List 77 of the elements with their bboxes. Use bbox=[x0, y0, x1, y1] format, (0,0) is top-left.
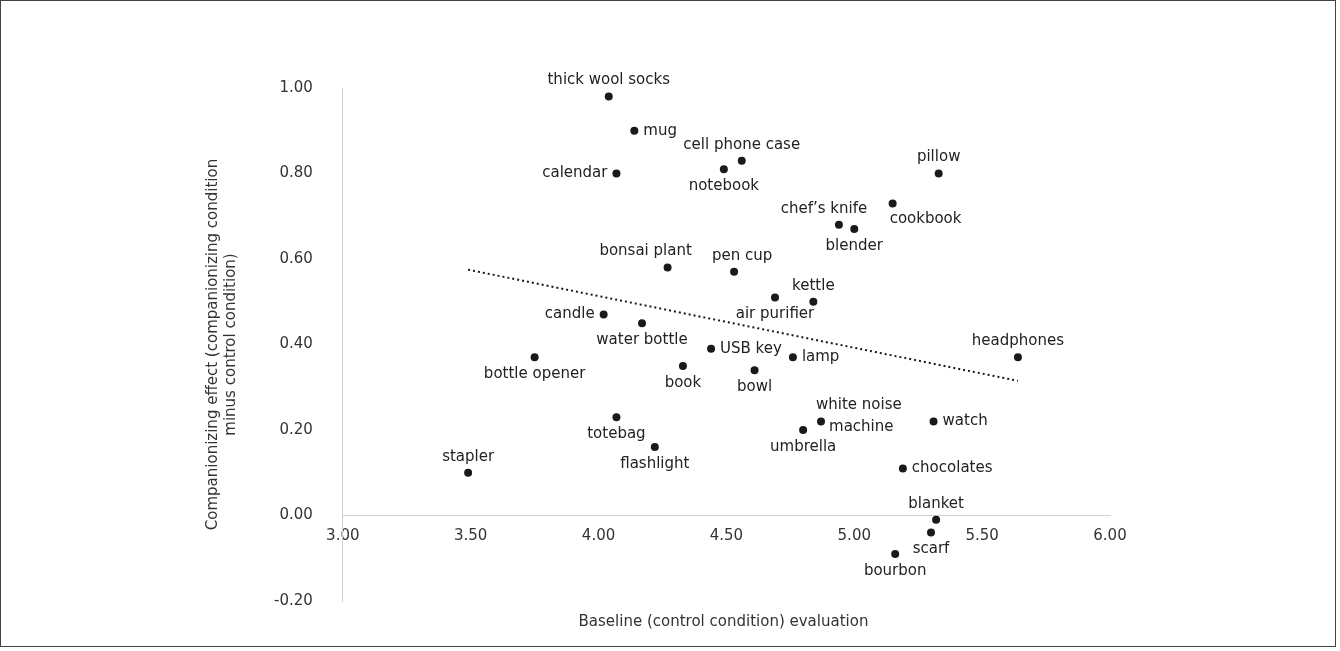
x-tick-label: 5.00 bbox=[837, 526, 871, 545]
point bbox=[891, 549, 900, 558]
point bbox=[612, 413, 621, 422]
x-tick-label: 5.50 bbox=[965, 526, 999, 545]
x-tick-label: 3.50 bbox=[453, 526, 488, 545]
y-tick-label: 0.60 bbox=[279, 248, 313, 267]
annotation: calendar bbox=[542, 163, 609, 182]
point bbox=[464, 468, 473, 477]
y-tick-label: 0.20 bbox=[279, 419, 313, 438]
annotation: air purifier bbox=[735, 304, 816, 323]
x-tick-label: 4.50 bbox=[709, 526, 744, 545]
annotation: cookbook bbox=[889, 209, 962, 228]
annotation: watch bbox=[942, 411, 988, 430]
point bbox=[1013, 353, 1022, 362]
annotation: totebag bbox=[587, 424, 646, 443]
annotation: bourbon bbox=[863, 560, 927, 579]
point bbox=[926, 528, 935, 537]
annotation: lamp bbox=[801, 347, 840, 366]
point bbox=[719, 165, 728, 174]
y-tick-label: 0.00 bbox=[279, 505, 313, 524]
point bbox=[888, 199, 897, 208]
x-axis-title: Baseline (control condition) evaluation bbox=[577, 612, 870, 630]
annotation: pen cup bbox=[711, 245, 773, 264]
point bbox=[650, 443, 659, 452]
y-tick-label: 1.00 bbox=[279, 77, 313, 96]
point bbox=[809, 297, 818, 306]
point bbox=[663, 263, 672, 272]
annotation: blender bbox=[825, 235, 884, 254]
point bbox=[850, 225, 859, 234]
annotation: chocolates bbox=[911, 458, 993, 477]
annotation: chef’s knife bbox=[780, 198, 868, 217]
annotation: bowl bbox=[736, 377, 773, 396]
point bbox=[530, 353, 539, 362]
point bbox=[678, 361, 687, 370]
point bbox=[834, 220, 843, 229]
point bbox=[817, 417, 826, 426]
point bbox=[730, 267, 739, 276]
annotation: bottle opener bbox=[483, 364, 587, 383]
annotation: book bbox=[664, 372, 702, 391]
annotation: bonsai plant bbox=[599, 241, 692, 260]
point bbox=[612, 169, 621, 178]
annotation: white noise machine bbox=[816, 395, 902, 436]
point bbox=[770, 293, 779, 302]
point bbox=[898, 464, 907, 473]
annotation: headphones bbox=[971, 331, 1065, 350]
annotation: USB key bbox=[720, 338, 782, 357]
annotation: stapler bbox=[442, 446, 495, 465]
point bbox=[929, 417, 938, 426]
point bbox=[599, 310, 608, 319]
point bbox=[630, 126, 639, 135]
annotation: blanket bbox=[908, 493, 965, 512]
annotation: notebook bbox=[688, 176, 760, 195]
point bbox=[707, 344, 716, 353]
point bbox=[750, 366, 759, 375]
x-tick-label: 4.00 bbox=[581, 526, 616, 545]
point bbox=[788, 353, 797, 362]
annotation: umbrella bbox=[770, 436, 837, 455]
point bbox=[934, 169, 943, 178]
annotation: thick wool socks bbox=[547, 70, 671, 89]
annotation: scarf bbox=[912, 539, 951, 558]
annotation: pillow bbox=[916, 147, 961, 166]
annotation: flashlight bbox=[620, 453, 690, 472]
point bbox=[737, 156, 746, 165]
point bbox=[799, 426, 808, 434]
y-tick-label: 0.40 bbox=[279, 334, 313, 353]
point bbox=[932, 515, 941, 524]
point bbox=[604, 92, 613, 101]
y-axis-title: Companionizing effect (companionizing condition minus control condition) bbox=[202, 158, 239, 531]
annotation: mug bbox=[643, 120, 677, 139]
annotation: kettle bbox=[792, 275, 835, 294]
x-tick-label: 6.00 bbox=[1093, 526, 1127, 545]
annotation: water bottle bbox=[596, 330, 688, 349]
y-tick-label: -0.20 bbox=[274, 590, 313, 609]
annotation: cell phone case bbox=[683, 134, 801, 153]
annotation: candle bbox=[544, 304, 595, 323]
point bbox=[638, 319, 647, 328]
y-tick-label: 0.80 bbox=[279, 163, 313, 182]
